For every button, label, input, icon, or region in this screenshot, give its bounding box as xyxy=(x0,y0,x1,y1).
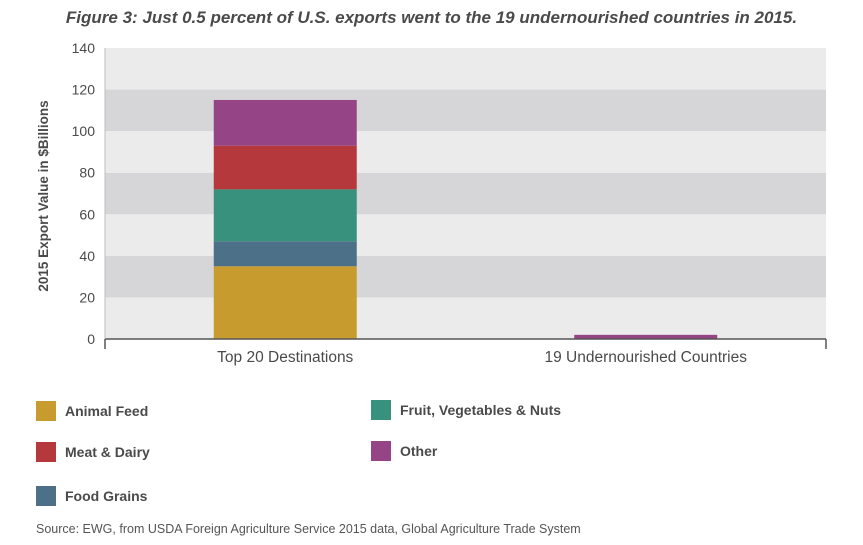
y-tick-label: 20 xyxy=(79,289,95,305)
y-tick-label: 100 xyxy=(72,123,96,139)
grid-band xyxy=(105,131,826,173)
legend-item-other: Other xyxy=(371,441,437,461)
grid-band xyxy=(105,172,826,215)
legend-swatch-fruit-veg-nuts xyxy=(371,400,391,420)
y-tick-label: 0 xyxy=(87,331,95,347)
legend-item-animal-feed: Animal Feed xyxy=(36,401,148,421)
bars xyxy=(213,99,718,339)
y-tick-label: 60 xyxy=(79,206,95,222)
legend-item-food-grains: Food Grains xyxy=(36,486,147,506)
legend-swatch-meat-dairy xyxy=(36,442,56,462)
legend-label: Food Grains xyxy=(65,488,148,504)
legend-label: Other xyxy=(400,443,438,459)
grid-band xyxy=(105,297,826,339)
legend-label: Animal Feed xyxy=(65,403,149,419)
legend-swatch-animal-feed xyxy=(36,401,56,421)
legend-swatch-other xyxy=(371,441,391,461)
x-tick-label: Top 20 Destinations xyxy=(217,349,353,366)
chart-title: Figure 3: Just 0.5 percent of U.S. expor… xyxy=(65,8,798,27)
legend-swatch-food-grains xyxy=(36,486,56,506)
y-tick-label: 140 xyxy=(72,40,96,56)
grid-band xyxy=(105,89,826,132)
bar-segment-animal-feed-0 xyxy=(213,266,357,339)
background-bands xyxy=(105,48,826,339)
y-tick-label: 120 xyxy=(72,82,96,98)
bar-segment-food-grains-0 xyxy=(213,241,357,267)
x-tick-label: 19 Undernourished Countries xyxy=(545,349,748,366)
grid-band xyxy=(105,48,826,90)
source-note: Source: EWG, from USDA Foreign Agricultu… xyxy=(36,522,581,536)
y-tick-label: 80 xyxy=(79,165,95,181)
bar-segment-fruit-vegetables-nuts-0 xyxy=(213,189,357,242)
legend-item-fruit-veg-nuts: Fruit, Vegetables & Nuts xyxy=(371,400,561,420)
bar-segment-meat-dairy-0 xyxy=(213,145,357,190)
legend-label: Fruit, Vegetables & Nuts xyxy=(400,402,562,418)
bar-segment-other-1 xyxy=(574,334,718,339)
axes: 0 20 40 60 80 100 120 140 Top 20 Destinations 19 … xyxy=(72,40,827,366)
y-axis-label: 2015 Export Value in $Billions xyxy=(36,100,51,291)
legend-item-meat-dairy: Meat & Dairy xyxy=(36,442,150,462)
grid-band xyxy=(105,214,826,256)
grid-band xyxy=(105,255,826,298)
bar-segment-other-0 xyxy=(213,99,357,146)
legend-label: Meat & Dairy xyxy=(65,444,150,460)
y-tick-label: 40 xyxy=(79,248,95,264)
